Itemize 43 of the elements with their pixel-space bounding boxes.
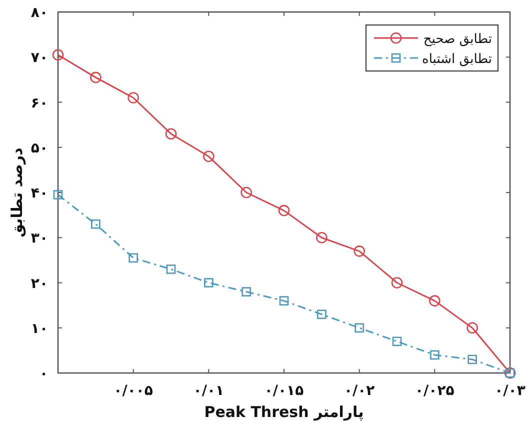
point bbox=[91, 219, 100, 229]
y-tick-label: ۵۰ bbox=[30, 140, 48, 156]
point bbox=[128, 253, 138, 263]
point bbox=[466, 322, 478, 334]
point bbox=[279, 296, 289, 306]
y-tick-label: ۰ bbox=[39, 366, 48, 382]
point bbox=[391, 277, 403, 288]
y-tick-label: ۷۰ bbox=[30, 50, 48, 66]
x-tick-label: ۰/۰۰۵ bbox=[114, 383, 154, 399]
point bbox=[90, 72, 102, 84]
y-tick-label: ۲۰ bbox=[30, 276, 48, 292]
point bbox=[429, 295, 440, 306]
point bbox=[128, 92, 139, 104]
point bbox=[240, 186, 252, 198]
point bbox=[204, 278, 214, 288]
y-axis-title: درصد تطابق bbox=[8, 147, 26, 238]
point bbox=[52, 49, 64, 61]
y-tick-label: ۸۰ bbox=[30, 5, 48, 21]
x-tick-label: ۰/۰۱۵ bbox=[264, 383, 304, 399]
point bbox=[166, 264, 176, 274]
y-tick-label: ۱۰ bbox=[30, 320, 48, 337]
x-tick-label: ۰/۰۲ bbox=[344, 383, 376, 399]
x-tick-label: ۰/۰۲۵ bbox=[415, 383, 455, 399]
x-axis-title: پارامتر Peak Thresh bbox=[204, 403, 364, 421]
point bbox=[242, 287, 251, 296]
point bbox=[165, 128, 177, 140]
point bbox=[53, 190, 63, 200]
legend-label: تطابق صحیح bbox=[423, 32, 492, 47]
x-tick-label: ۰/۰۳ bbox=[494, 383, 526, 399]
point bbox=[203, 150, 214, 162]
point bbox=[392, 336, 402, 346]
point bbox=[354, 323, 364, 333]
point bbox=[278, 204, 290, 216]
y-tick-label: ۴۰ bbox=[30, 186, 48, 202]
point bbox=[468, 354, 477, 364]
point bbox=[354, 246, 365, 257]
y-tick-label: ۳۰ bbox=[30, 230, 48, 247]
y-tick-label: ۶۰ bbox=[30, 95, 48, 112]
point bbox=[316, 232, 328, 244]
point bbox=[317, 310, 326, 319]
point bbox=[430, 350, 440, 360]
legend-label: تطابق اشتباه bbox=[422, 52, 492, 67]
x-tick-label: ۰/۰۱ bbox=[193, 383, 224, 399]
